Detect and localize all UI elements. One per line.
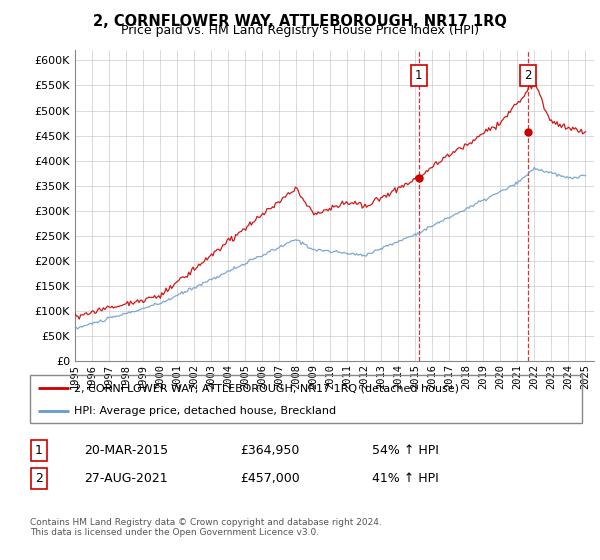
Text: 2: 2 — [35, 472, 43, 486]
Text: 27-AUG-2021: 27-AUG-2021 — [84, 472, 167, 486]
Text: 1: 1 — [35, 444, 43, 458]
Text: HPI: Average price, detached house, Breckland: HPI: Average price, detached house, Brec… — [74, 406, 336, 416]
Text: Contains HM Land Registry data © Crown copyright and database right 2024.
This d: Contains HM Land Registry data © Crown c… — [30, 518, 382, 538]
Text: 2: 2 — [524, 69, 532, 82]
Text: 20-MAR-2015: 20-MAR-2015 — [84, 444, 168, 458]
Text: 2, CORNFLOWER WAY, ATTLEBOROUGH, NR17 1RQ: 2, CORNFLOWER WAY, ATTLEBOROUGH, NR17 1R… — [93, 14, 507, 29]
Text: 54% ↑ HPI: 54% ↑ HPI — [372, 444, 439, 458]
Text: 41% ↑ HPI: 41% ↑ HPI — [372, 472, 439, 486]
Text: £364,950: £364,950 — [240, 444, 299, 458]
Text: 2, CORNFLOWER WAY, ATTLEBOROUGH, NR17 1RQ (detached house): 2, CORNFLOWER WAY, ATTLEBOROUGH, NR17 1R… — [74, 383, 459, 393]
Text: Price paid vs. HM Land Registry's House Price Index (HPI): Price paid vs. HM Land Registry's House … — [121, 24, 479, 37]
Text: 1: 1 — [415, 69, 422, 82]
Text: £457,000: £457,000 — [240, 472, 300, 486]
